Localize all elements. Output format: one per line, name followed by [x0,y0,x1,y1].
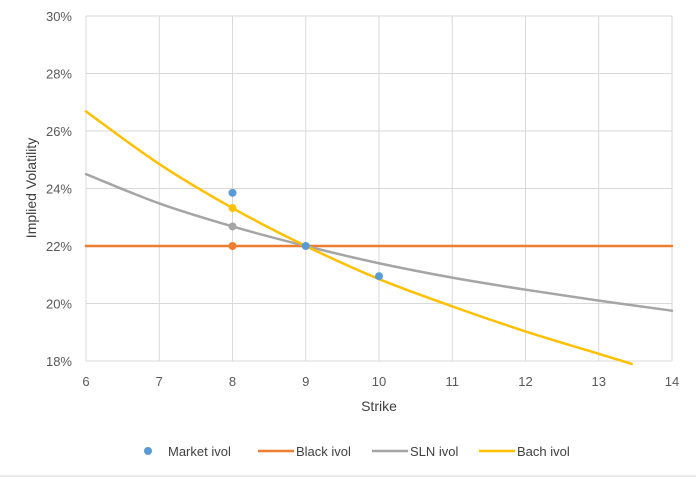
market-ivol-point [228,188,237,197]
y-tick-label: 18% [46,354,72,369]
x-tick-label: 12 [518,374,532,389]
bach-ivol-line [84,110,633,366]
legend: Market ivol Black ivol SLN ivol Bach ivol [144,444,570,459]
y-tick-label: 30% [46,9,72,24]
sln-ivol-point [228,222,237,231]
x-tick-label: 13 [592,374,606,389]
x-tick-label: 14 [665,374,679,389]
x-tick-label: 9 [302,374,309,389]
y-axis-title: Implied Volatility [23,138,39,238]
x-axis-title: Strike [361,398,397,414]
legend-black-ivol-label: Black ivol [296,444,351,459]
series-layer [84,110,674,366]
bach-ivol-point [228,204,237,213]
x-tick-label: 11 [446,374,460,389]
y-tick-label: 22% [46,239,72,254]
x-tick-labels: 6 7 8 9 10 11 12 13 14 [82,374,679,389]
y-tick-label: 28% [46,67,72,82]
y-tick-label: 26% [46,124,72,139]
y-tick-label: 20% [46,297,72,312]
x-tick-label: 7 [156,374,163,389]
market-ivol-point [375,272,383,281]
x-tick-label: 8 [229,374,236,389]
black-ivol-point [228,242,237,250]
legend-sln-ivol-label: SLN ivol [410,444,459,459]
legend-market-ivol-marker [144,447,152,455]
x-tick-label: 10 [372,374,386,389]
y-tick-labels: 18% 20% 22% 24% 26% 28% 30% [46,9,72,369]
x-tick-label: 6 [82,374,89,389]
legend-bach-ivol-label: Bach ivol [517,444,570,459]
y-tick-label: 24% [46,182,72,197]
legend-market-ivol-label: Market ivol [168,444,231,459]
market-ivol-point [301,242,310,250]
sln-ivol-line [84,172,674,312]
